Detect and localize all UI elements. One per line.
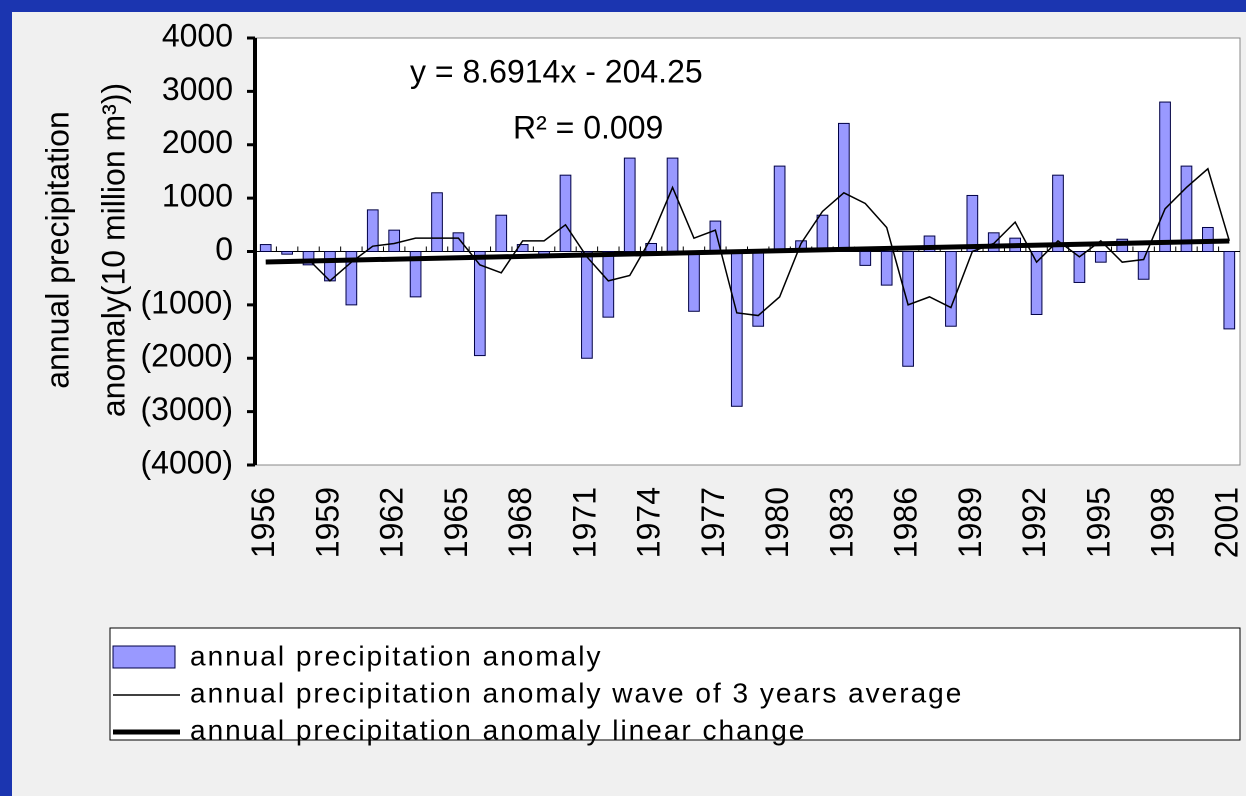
- x-tick-label: 1998: [1145, 487, 1181, 558]
- bar: [345, 251, 358, 306]
- legend-label: annual precipitation anomaly wave of 3 y…: [190, 677, 963, 708]
- bar: [1159, 101, 1171, 252]
- bar: [666, 157, 679, 252]
- bar: [688, 251, 700, 312]
- y-axis-label: annual precipitation: [39, 111, 75, 389]
- bar: [730, 251, 743, 407]
- bar: [987, 232, 1000, 253]
- bar: [923, 235, 936, 253]
- y-tick-label: 0: [215, 231, 233, 267]
- bar: [1223, 251, 1236, 330]
- x-tick-label: 1992: [1016, 487, 1052, 558]
- bar: [1094, 251, 1107, 263]
- bar: [1137, 251, 1150, 280]
- bar: [1030, 251, 1043, 315]
- y-tick-label: (1000): [141, 284, 234, 320]
- bar: [966, 194, 979, 253]
- bar: [431, 192, 443, 253]
- x-tick-label: 1968: [502, 487, 538, 558]
- y-tick-label: (4000): [141, 444, 234, 480]
- bar: [409, 251, 422, 298]
- x-tick-label: 1977: [695, 487, 731, 558]
- bar: [602, 251, 615, 318]
- bar: [838, 122, 850, 253]
- y-tick-label: 3000: [162, 71, 233, 107]
- bar: [366, 209, 379, 252]
- x-tick-label: 1974: [631, 487, 667, 558]
- legend-label: annual precipitation anomaly linear chan…: [190, 714, 806, 745]
- x-tick-label: 1962: [374, 487, 410, 558]
- bar: [880, 251, 893, 286]
- y-tick-label: 1000: [162, 178, 233, 214]
- x-tick-label: 1995: [1080, 487, 1116, 558]
- x-tick-label: 1986: [888, 487, 924, 558]
- bar: [902, 251, 914, 367]
- bar: [1073, 251, 1086, 283]
- bar: [559, 174, 572, 252]
- equation: y = 8.6914x - 204.25: [410, 53, 703, 89]
- x-tick-label: 1980: [759, 487, 795, 558]
- bar: [452, 232, 465, 253]
- bar: [773, 165, 786, 253]
- x-tick-label: 1959: [309, 487, 345, 558]
- bar: [945, 251, 957, 327]
- bar: [495, 214, 508, 252]
- x-tick-label: 1956: [245, 487, 281, 558]
- y-tick-label: (3000): [141, 391, 234, 427]
- y-tick-label: (2000): [141, 338, 234, 374]
- bar: [623, 157, 636, 252]
- y-axis-label-group: annual precipitation anomaly(10 million …: [39, 83, 131, 417]
- bar: [581, 251, 593, 359]
- bar: [473, 251, 486, 357]
- bar: [302, 251, 315, 266]
- legend: [109, 627, 1241, 741]
- bar: [259, 244, 272, 252]
- y-tick-label: 4000: [162, 17, 233, 53]
- y-tick-label: 2000: [162, 124, 233, 160]
- line: [308, 167, 1231, 317]
- x-tick-label: 1983: [823, 487, 859, 558]
- bar: [1180, 165, 1193, 253]
- x-tick-label: 2001: [1209, 487, 1245, 558]
- bar: [281, 251, 293, 255]
- r-squared: R² = 0.009: [513, 109, 663, 145]
- bar: [859, 251, 872, 266]
- legend-swatch: [112, 645, 176, 669]
- line: [265, 238, 1230, 265]
- legend-label: annual precipitation anomaly: [190, 640, 602, 671]
- x-tick-label: 1971: [566, 487, 602, 558]
- bar: [1052, 174, 1064, 252]
- y-axis-label: anomaly(10 million m³)): [95, 83, 131, 417]
- bar: [816, 214, 829, 252]
- x-tick-label: 1989: [952, 487, 988, 558]
- x-tick-label: 1965: [438, 487, 474, 558]
- bar: [388, 229, 401, 252]
